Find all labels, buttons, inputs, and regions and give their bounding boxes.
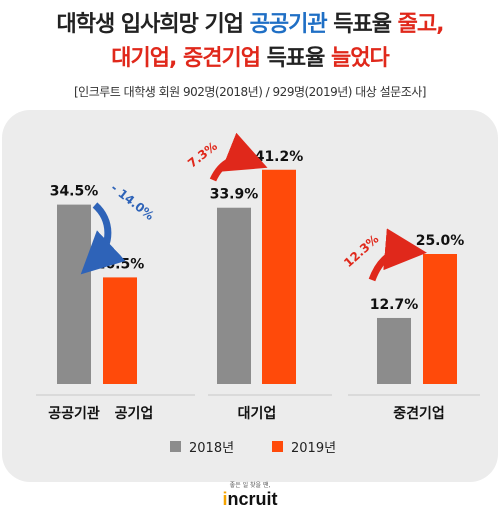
bar-중견기업-2019년	[423, 254, 457, 384]
bar-대기업-2018년	[217, 207, 251, 384]
logo-wordmark: incruit	[222, 489, 277, 509]
survey-subtitle: [인크루트 대학생 회원 902명(2018년) / 929명(2019년) 대…	[74, 85, 426, 99]
annotation-decrease: - 14.0%	[108, 181, 157, 223]
bar-중견기업-2018년	[377, 317, 411, 384]
legend-swatch-2018	[170, 441, 181, 452]
decrease-arrow	[80, 202, 126, 275]
legend-item-2019: 2019년	[272, 437, 336, 456]
value-label-공공기관-2018년: 34.5%	[50, 184, 99, 200]
bar-대기업-2019년	[262, 169, 296, 384]
legend-item-2018: 2018년	[170, 437, 234, 456]
bar-공공기관-2018년	[57, 204, 91, 384]
title-line-2: 대기업, 중견기업 득표율 늘었다	[0, 40, 500, 72]
title-mid-2: 득표율	[259, 46, 331, 71]
value-label-공기업-2019년: 20.5%	[96, 256, 145, 272]
category-label-대기업: 대기업	[238, 406, 277, 422]
value-label-대기업-2018년: 33.9%	[210, 187, 259, 203]
title-highlight-large-mid: 대기업, 중견기업	[111, 46, 261, 71]
legend-label-2019: 2019년	[291, 441, 337, 456]
annotation-increase-mid: 12.3%	[341, 232, 381, 270]
category-label-중견기업: 중견기업	[393, 405, 445, 422]
category-label-공공기관: 공공기관	[48, 405, 100, 422]
title-line-1: 대학생 입사희망 기업 공공기관 득표율 줄고,	[0, 6, 500, 38]
value-label-중견기업-2019년: 25.0%	[416, 233, 465, 249]
category-label-공기업: 공기업	[115, 406, 154, 422]
title-highlight-public: 공공기관	[249, 12, 328, 37]
title-emphasis-increase: 늘었다	[331, 46, 390, 71]
title-prefix: 대학생 입사희망 기업	[56, 12, 250, 37]
chart-legend: 2018년 2019년	[0, 437, 500, 456]
value-label-중견기업-2018년: 12.7%	[370, 297, 419, 313]
logo-rest: ncruit	[227, 489, 278, 509]
logo-tagline: 좋은 일 찾을 땐,	[229, 482, 271, 489]
title-mid-1: 득표율	[326, 12, 398, 37]
bar-공기업-2019년	[103, 277, 137, 384]
title-emphasis-decrease: 줄고,	[397, 12, 445, 37]
increase-arrow-large	[209, 132, 268, 182]
logo-dot: i	[222, 489, 228, 509]
incruit-logo: 좋은 일 찾을 땐, incruit	[0, 480, 500, 510]
annotation-increase-large: 7.3%	[185, 139, 220, 171]
legend-swatch-2019	[272, 441, 283, 452]
increase-arrow-mid	[368, 228, 427, 282]
value-label-대기업-2019년: 41.2%	[255, 149, 304, 165]
legend-label-2018: 2018년	[189, 441, 235, 456]
